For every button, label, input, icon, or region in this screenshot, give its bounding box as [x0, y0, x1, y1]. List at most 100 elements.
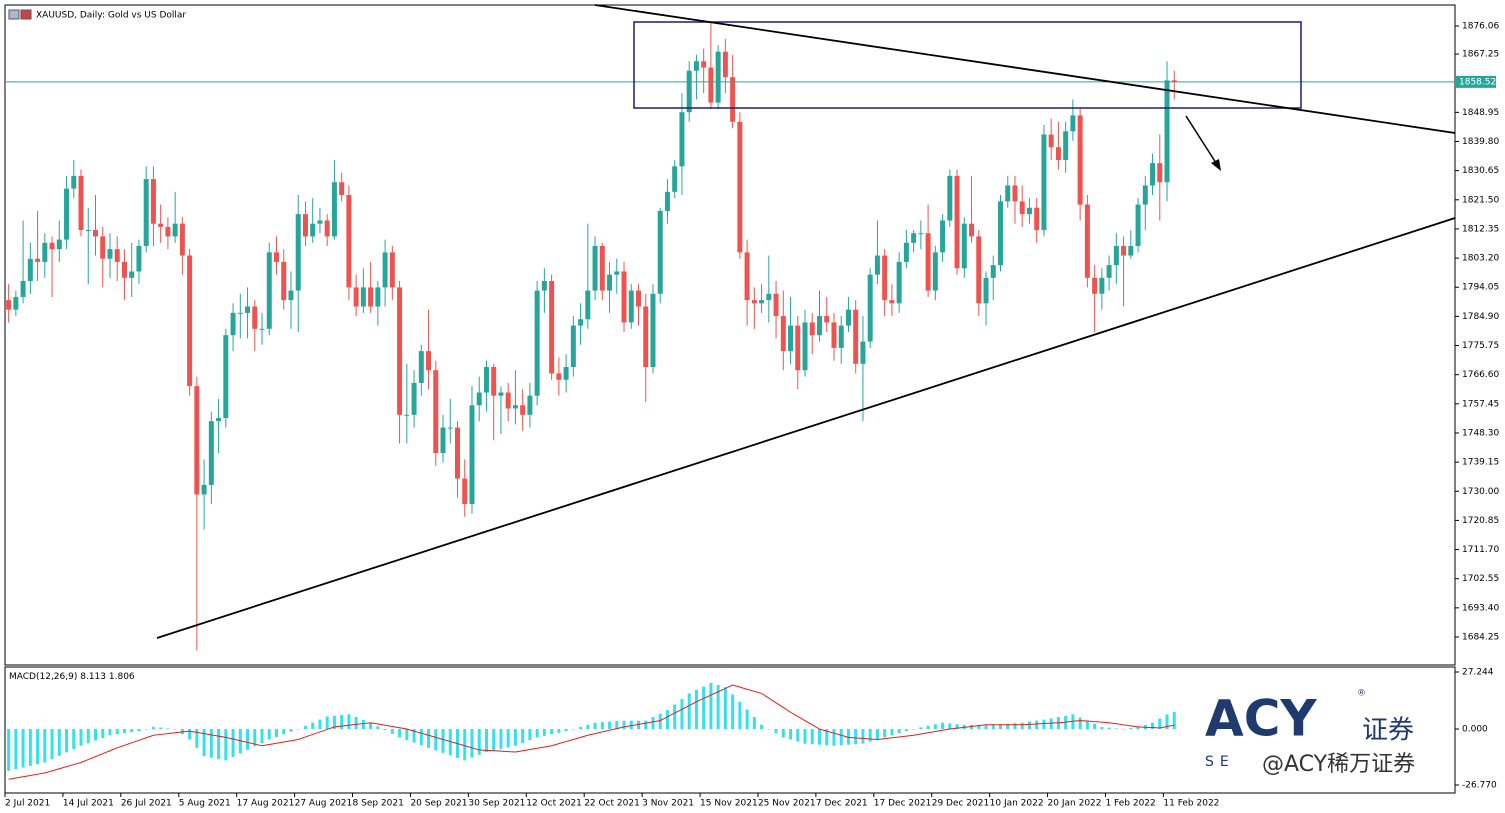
- macd-bar: [810, 728, 814, 745]
- macd-bar: [1122, 728, 1126, 730]
- candle-body: [382, 252, 388, 288]
- macd-bar: [1129, 727, 1133, 729]
- macd-label: MACD(12,26,9) 8.113 1.806: [9, 672, 135, 682]
- macd-bar: [933, 724, 937, 729]
- macd-bar: [188, 728, 192, 740]
- candle-body: [1005, 185, 1011, 202]
- candle-body: [187, 255, 193, 387]
- symbol-icon: [8, 9, 32, 20]
- macd-bar: [622, 720, 626, 729]
- macd-bar: [419, 728, 423, 746]
- macd-bar: [926, 725, 930, 729]
- candle-body: [838, 325, 844, 348]
- macd-bar: [825, 728, 829, 746]
- candle-body: [1121, 245, 1127, 256]
- macd-bar: [528, 728, 532, 741]
- macd-bar: [629, 720, 633, 729]
- macd-bar: [267, 728, 271, 740]
- candle-body: [136, 245, 142, 272]
- trend-line-upper: [594, 4, 1456, 134]
- candle-body: [433, 370, 439, 454]
- candle-body: [1157, 163, 1163, 183]
- macd-bar: [376, 726, 380, 729]
- candle-body: [1012, 185, 1018, 202]
- macd-bar: [912, 728, 916, 730]
- candle-body: [708, 67, 714, 103]
- candle-body: [114, 249, 120, 262]
- candle-body: [6, 300, 12, 310]
- candle-body: [223, 335, 229, 418]
- macd-bar: [731, 694, 735, 729]
- candle-body: [295, 214, 301, 291]
- candle-body: [788, 325, 794, 352]
- macd-bar: [883, 728, 887, 738]
- macd-layer: 27.244 0.000 -26.770: [7, 667, 1497, 791]
- resistance-box: [633, 21, 1302, 109]
- macd-bar: [28, 728, 32, 766]
- candle-body: [1063, 131, 1069, 160]
- macd-bar: [390, 728, 394, 734]
- macd-bar: [644, 720, 648, 729]
- candle-body: [331, 182, 337, 237]
- macd-bar: [303, 725, 307, 729]
- candle-body: [13, 296, 19, 310]
- candle-body: [730, 77, 736, 122]
- candle-body: [599, 245, 605, 291]
- y-tick-label: 1784.90: [1462, 312, 1499, 322]
- candle-body: [440, 427, 446, 454]
- macd-bar: [955, 724, 959, 729]
- macd-bar: [1136, 726, 1140, 729]
- candle-body: [563, 367, 569, 380]
- macd-bar: [839, 728, 843, 746]
- y-tick-label: 1739.15: [1462, 458, 1499, 468]
- y-tick-label: 1848.95: [1462, 108, 1499, 118]
- candle-body: [150, 179, 156, 224]
- macd-bar: [332, 715, 336, 729]
- macd-bar: [600, 722, 604, 729]
- macd-bar: [217, 728, 221, 759]
- macd-bar: [716, 685, 720, 729]
- y-tick-label: 27.244: [1462, 667, 1494, 677]
- candle-body: [230, 312, 236, 336]
- watermark-handle: @ACY稀万证券: [1262, 752, 1415, 777]
- candle-body: [592, 245, 598, 291]
- y-tick-label: 1720.85: [1462, 516, 1499, 526]
- candle-body: [693, 61, 699, 71]
- macd-bar: [434, 728, 438, 751]
- macd-bar: [803, 728, 807, 744]
- candle-body: [317, 220, 323, 224]
- macd-bar: [506, 728, 510, 748]
- macd-bar: [774, 728, 778, 734]
- macd-bar: [369, 722, 373, 729]
- macd-bar: [72, 728, 76, 750]
- macd-bar: [571, 728, 575, 730]
- candle-body: [1084, 204, 1090, 278]
- candle-body: [368, 287, 374, 307]
- y-tick-label: 1821.50: [1462, 195, 1499, 205]
- candle-body: [455, 427, 460, 479]
- candle-body: [715, 51, 721, 103]
- candle-body: [1171, 80, 1177, 82]
- macd-bar: [159, 727, 163, 729]
- macd-bar: [361, 719, 365, 729]
- y-tick-label: 1702.55: [1462, 574, 1499, 584]
- macd-bar: [101, 728, 105, 738]
- y-tick-label: 1766.60: [1462, 370, 1499, 380]
- candle-body: [42, 242, 48, 262]
- candle-body: [672, 166, 678, 192]
- macd-bar: [723, 687, 727, 729]
- candle-body: [129, 271, 135, 278]
- candle-body: [998, 201, 1003, 266]
- macd-bar: [108, 728, 112, 736]
- y-tick-label: 1867.25: [1462, 50, 1499, 60]
- macd-bar: [991, 724, 995, 729]
- macd-bar: [246, 728, 250, 750]
- candle-body: [172, 223, 178, 237]
- candle-body: [1135, 204, 1141, 246]
- x-tick-label: 20 Sep 2021: [410, 799, 467, 809]
- x-tick-label: 26 Jul 2021: [121, 799, 172, 809]
- candle-body: [426, 351, 432, 371]
- candle-body: [49, 242, 55, 250]
- macd-bar: [745, 709, 749, 729]
- macd-bar: [1107, 727, 1111, 729]
